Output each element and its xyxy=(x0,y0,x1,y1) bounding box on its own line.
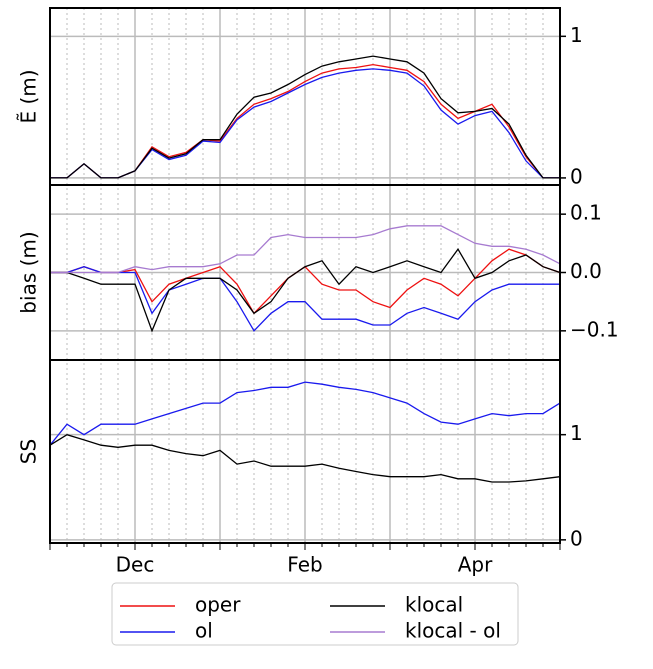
legend-label: ol xyxy=(195,619,213,643)
series-line xyxy=(49,381,561,446)
series-line xyxy=(50,248,561,333)
series-line xyxy=(50,225,561,274)
y-axis-label: bias (m) xyxy=(17,231,41,313)
series-line xyxy=(49,433,561,483)
series-line xyxy=(50,266,560,332)
y-tick-label: −0.1 xyxy=(570,317,619,341)
series-line xyxy=(50,55,560,179)
y-tick-label: 0 xyxy=(570,164,583,188)
legend-label: klocal - ol xyxy=(405,619,501,643)
legend-label: klocal xyxy=(405,593,463,617)
x-tick-label: Dec xyxy=(116,553,155,577)
x-tick-label: Feb xyxy=(287,553,322,577)
y-tick-label: 0.0 xyxy=(570,259,602,283)
legend-box xyxy=(111,582,519,646)
y-tick-label: 1 xyxy=(570,421,583,445)
y-tick-label: 1 xyxy=(570,23,583,47)
x-tick-label: Apr xyxy=(458,553,493,577)
y-tick-label: 0.1 xyxy=(570,201,602,225)
legend-label: oper xyxy=(195,593,241,617)
y-axis-label: SS xyxy=(17,439,41,464)
y-axis-label: Ẽ (m) xyxy=(17,69,41,123)
y-tick-label: 0 xyxy=(570,526,583,550)
